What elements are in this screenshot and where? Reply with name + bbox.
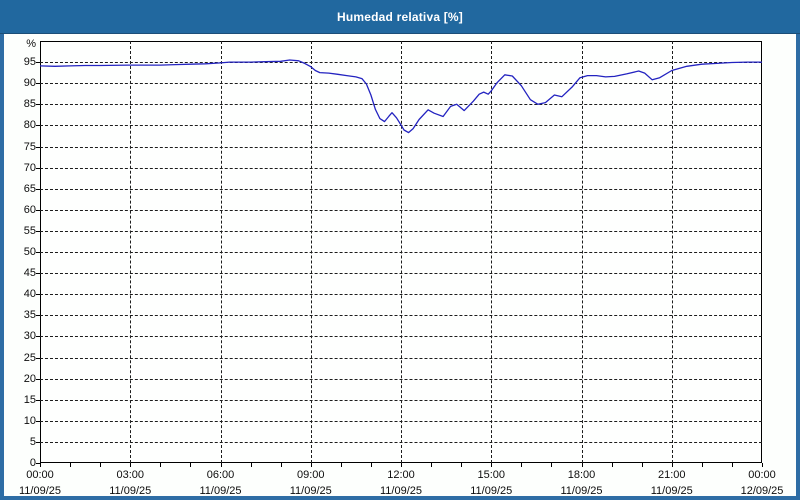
- y-axis-tick: [36, 420, 40, 422]
- x-axis-date-label: 11/09/25: [289, 485, 332, 497]
- x-axis-tick: [641, 463, 643, 467]
- x-axis-tick: [160, 463, 162, 467]
- y-axis-label: 25: [23, 351, 36, 364]
- y-axis-tick: [36, 399, 40, 401]
- x-axis-tick: [100, 463, 102, 467]
- chart-title: Humedad relativa [%]: [336, 9, 464, 24]
- y-axis-label: 20: [23, 372, 36, 385]
- y-axis-tick: [36, 294, 40, 296]
- y-axis-tick: [36, 336, 40, 338]
- y-axis-unit-label: %: [26, 38, 36, 50]
- y-axis-label: 15: [23, 393, 36, 406]
- x-axis-date-label: 12/09/25: [740, 485, 784, 497]
- y-axis-label: 45: [23, 267, 36, 280]
- y-axis-tick: [36, 104, 40, 106]
- y-axis-tick: [36, 188, 40, 190]
- y-axis-tick: [36, 83, 40, 85]
- y-axis-label: 95: [23, 56, 36, 69]
- x-axis-tick: [431, 463, 433, 467]
- x-axis-tick: [701, 463, 703, 467]
- y-axis-tick: [36, 273, 40, 275]
- y-axis-tick: [36, 252, 40, 253]
- x-gridline: [310, 41, 312, 463]
- x-axis-date-label: 11/09/25: [109, 485, 152, 497]
- x-gridline: [130, 41, 132, 463]
- y-axis-tick: [36, 230, 40, 232]
- x-gridline: [220, 41, 222, 463]
- y-axis-tick: [36, 167, 40, 169]
- y-axis-label: 30: [23, 330, 36, 343]
- x-axis-tick: [190, 463, 192, 467]
- y-axis-tick: [36, 146, 40, 148]
- x-axis-time-label: 09:00: [296, 469, 325, 481]
- x-axis-tick: [491, 463, 493, 467]
- y-axis-tick: [36, 463, 40, 464]
- x-gridline: [671, 41, 673, 463]
- x-axis-tick: [671, 463, 673, 467]
- y-axis-label: 35: [23, 309, 36, 322]
- x-axis-date-label: 11/09/25: [560, 485, 603, 497]
- y-axis-label: 50: [23, 246, 36, 258]
- x-axis-time-label: 15:00: [477, 469, 506, 481]
- y-axis-tick: [36, 125, 40, 127]
- x-axis-tick: [551, 463, 553, 467]
- x-axis-time-label: 00:00: [748, 469, 776, 481]
- x-axis-date-label: 11/09/25: [379, 485, 422, 497]
- x-axis-tick: [370, 463, 372, 467]
- series-humedad-relativa: [39, 59, 762, 134]
- y-axis-label: 40: [23, 288, 36, 301]
- x-axis-tick: [401, 463, 402, 467]
- x-axis-time-label: 18:00: [567, 469, 596, 481]
- x-axis-tick: [611, 463, 613, 467]
- y-axis-label: 70: [23, 161, 36, 174]
- x-axis-tick: [130, 463, 132, 467]
- x-axis-tick: [250, 463, 252, 467]
- chart-canvas: 0 5 10 15 20 25 30 35 40 45 50 55 60 65 70 75 80 85 90 95% 0…: [4, 34, 796, 497]
- y-axis-tick: [36, 357, 40, 359]
- y-axis-tick: [36, 441, 40, 443]
- x-axis-date-label: 11/09/25: [199, 485, 242, 497]
- y-axis-label: 5: [29, 435, 36, 448]
- x-gridline: [491, 41, 493, 463]
- x-axis-tick: [762, 463, 763, 467]
- y-axis-label: 0: [29, 457, 36, 469]
- x-axis-tick: [340, 463, 342, 467]
- chart-title-bar: Humedad relativa [%]: [0, 0, 800, 34]
- y-axis-label: 80: [23, 119, 36, 132]
- y-axis-tick: [36, 378, 40, 380]
- x-axis-date-label: 11/09/25: [18, 485, 61, 497]
- x-axis-tick: [581, 463, 583, 467]
- y-axis-label: 55: [23, 224, 36, 237]
- humidity-line-series: [39, 59, 762, 134]
- y-axis-label: 10: [23, 414, 36, 427]
- x-axis-tick: [521, 463, 523, 467]
- x-axis-time-label: 03:00: [116, 469, 145, 481]
- y-axis-tick: [36, 315, 40, 317]
- y-axis-tick: [36, 209, 40, 211]
- y-axis-label: 65: [23, 182, 36, 195]
- x-axis-date-label: 11/09/25: [650, 485, 693, 497]
- y-axis-label: 60: [23, 203, 36, 216]
- x-axis-tick: [40, 463, 41, 467]
- x-axis-time-label: 06:00: [206, 469, 235, 481]
- x-axis-tick: [461, 463, 463, 467]
- x-axis-tick: [220, 463, 222, 467]
- x-axis-tick: [310, 463, 312, 467]
- x-axis-tick: [280, 463, 282, 467]
- x-axis-tick: [731, 463, 733, 467]
- y-axis-label: 85: [23, 98, 36, 111]
- x-gridline: [581, 41, 583, 463]
- y-axis-tick: [36, 62, 40, 64]
- x-axis-time-label: 21:00: [657, 469, 686, 481]
- x-axis-time-label: 00:00: [26, 469, 54, 481]
- x-axis-tick: [70, 463, 72, 467]
- y-axis-label: 75: [23, 140, 36, 153]
- x-gridline: [401, 41, 402, 463]
- x-axis-time-label: 12:00: [387, 469, 415, 481]
- x-axis-date-label: 11/09/25: [470, 485, 513, 497]
- y-axis-label: 90: [23, 77, 36, 90]
